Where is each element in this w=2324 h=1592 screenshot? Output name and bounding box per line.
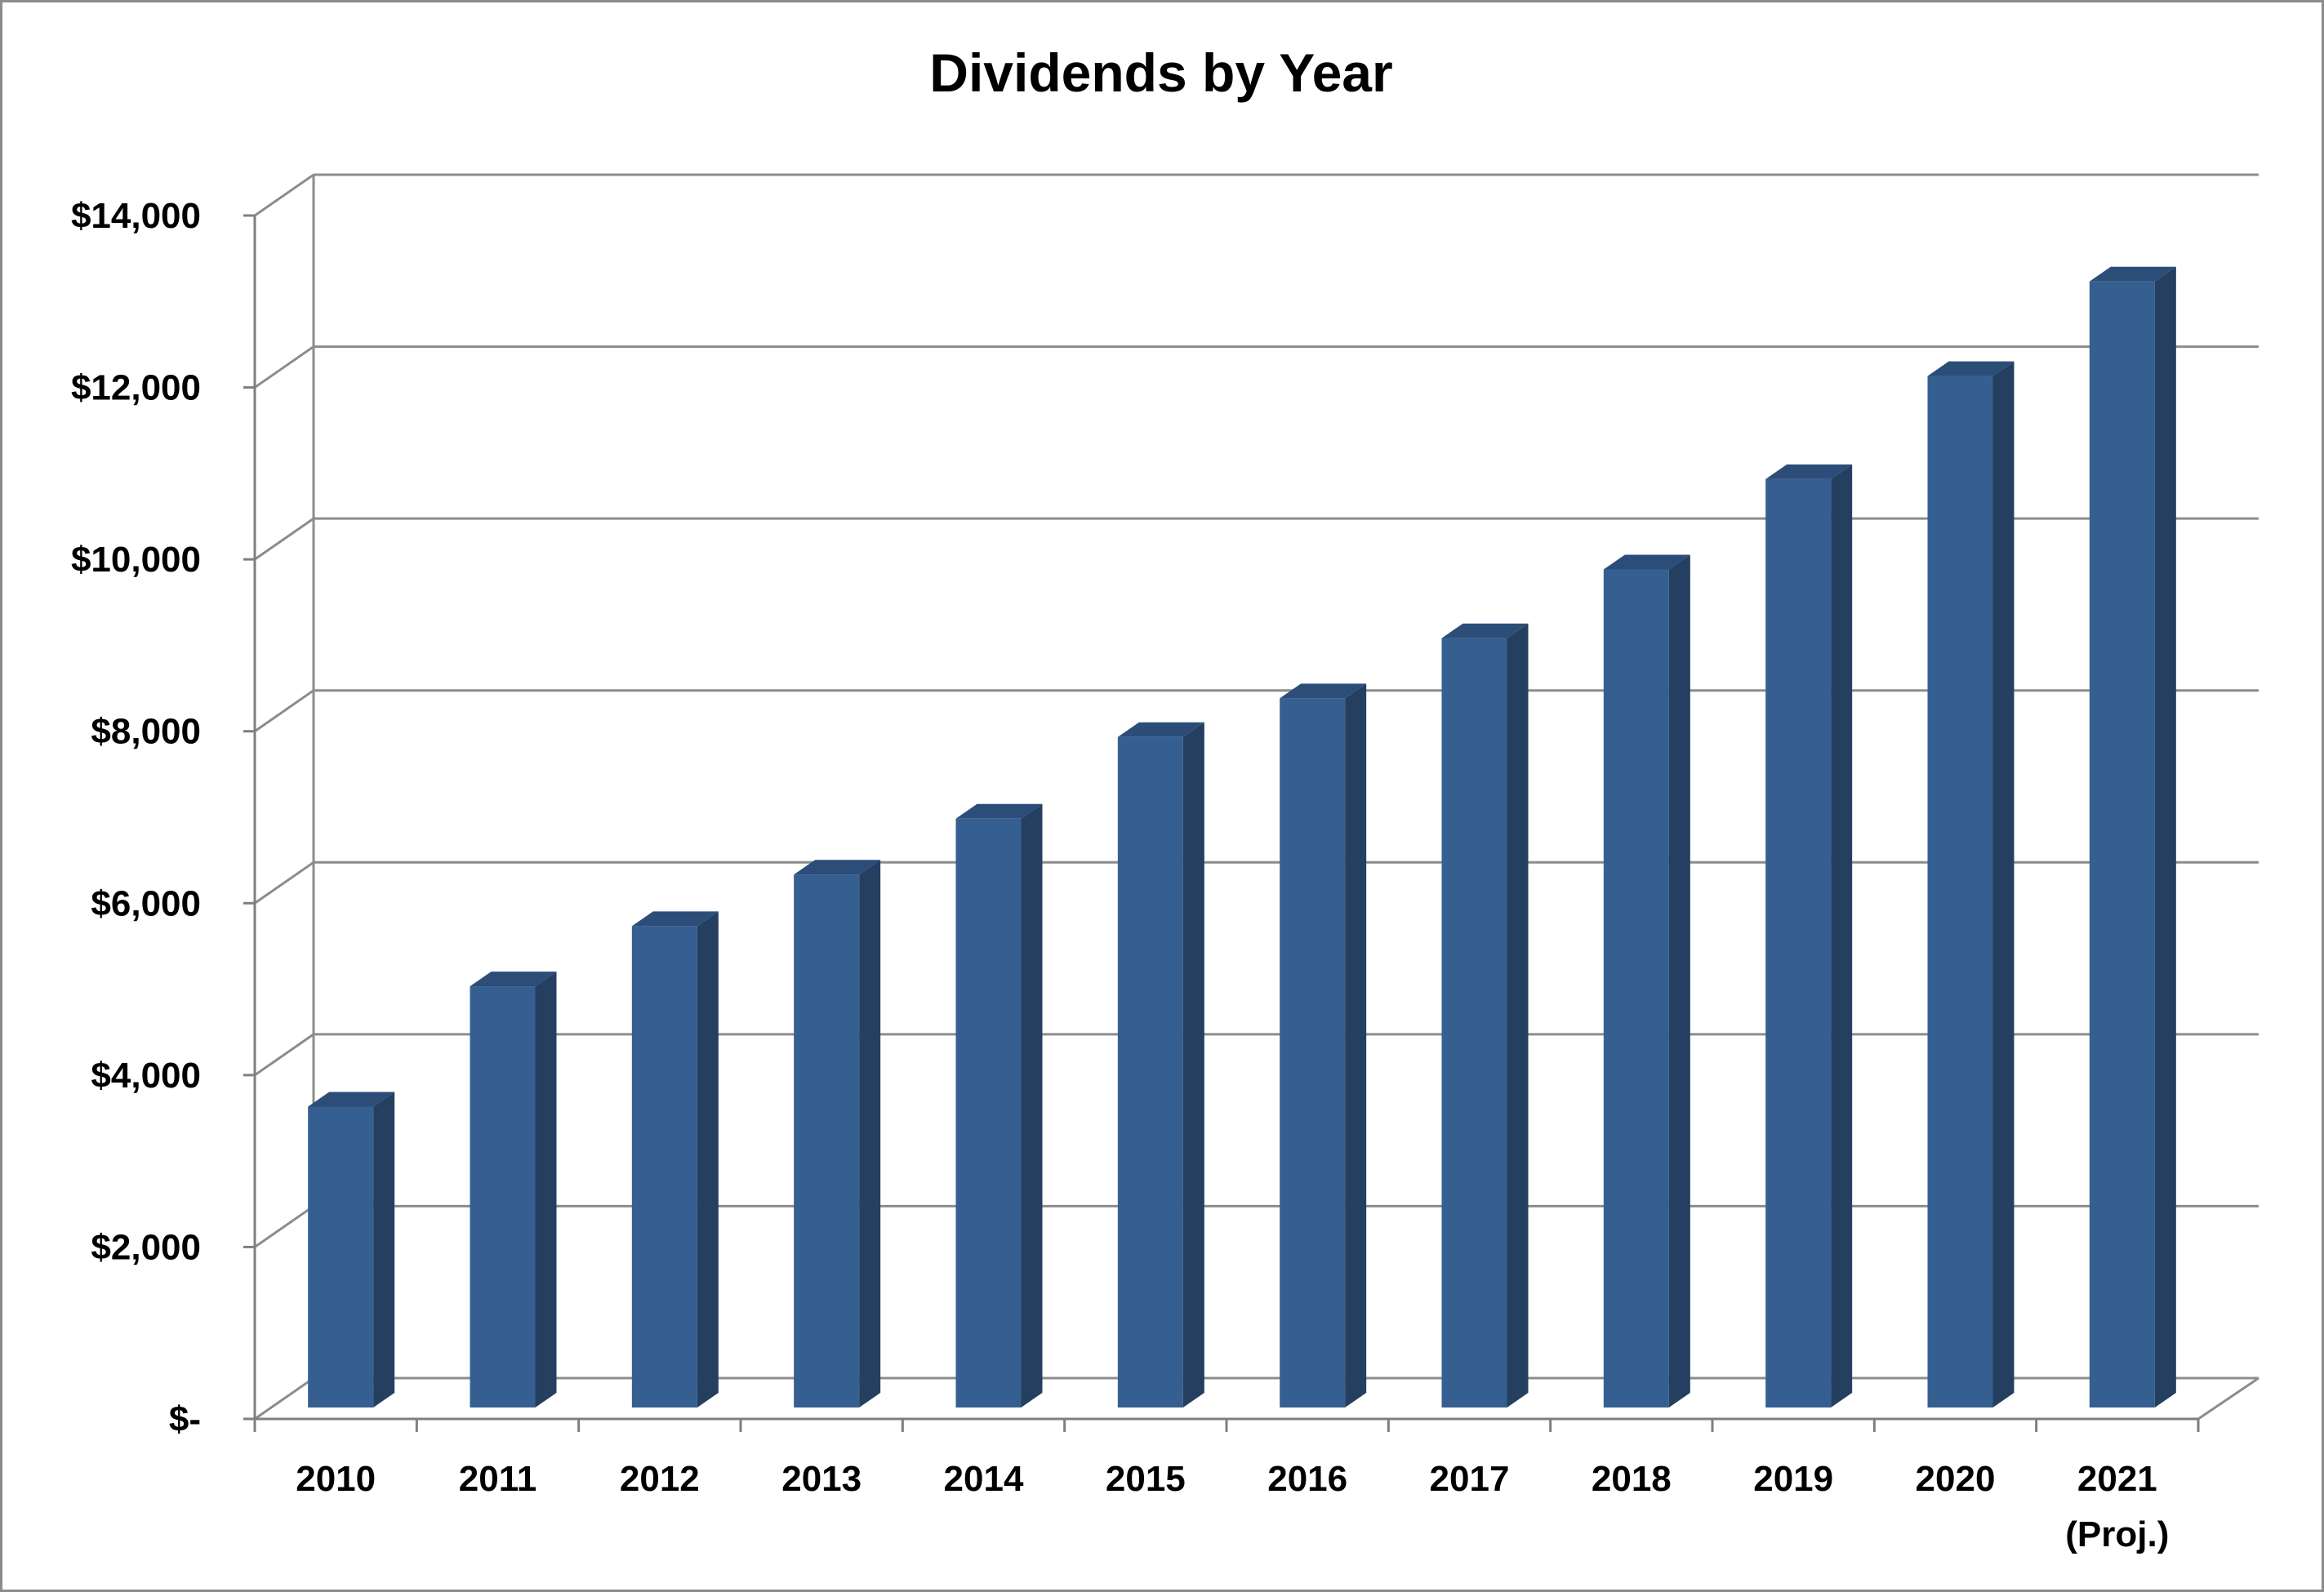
bar-front-2014 [955,818,1022,1407]
gridline-connector-10000 [254,517,314,561]
bar-2018 [1603,554,1690,1407]
x-tick-label: 2020 [1916,1459,1996,1499]
bar-front-2021 [2089,281,2155,1408]
x-tick-label: 2019 [1753,1459,1833,1499]
x-tick-label: 2015 [1106,1459,1186,1499]
bar-front-2016 [1280,698,1346,1407]
y-tick-label: $12,000 [71,368,201,408]
bar-side-2011 [535,972,557,1407]
x-tick-label: 2013 [781,1459,861,1499]
gridline-connector-0 [254,1376,314,1421]
x-tick-labels: 2010 2011 2012 2013 2014 2015 2016 2017 2018 2019… [296,1459,2169,1554]
x-tick-label: 2018 [1592,1459,1672,1499]
y-tick-label: $14,000 [71,196,201,236]
bar-side-2012 [697,911,719,1407]
floor-right-edge [2197,1376,2259,1421]
bar-front-2019 [1765,478,1832,1407]
bar-front-2011 [470,986,536,1407]
bar-side-2014 [1021,803,1043,1407]
bar-side-2010 [373,1092,395,1407]
bar-top-2016 [1280,683,1367,699]
bar-front-2015 [1117,736,1183,1407]
bar-top-2010 [308,1092,395,1107]
bar-top-2019 [1765,464,1853,479]
bar-top-2013 [794,860,881,875]
y-tick-label: $4,000 [91,1056,201,1096]
x-tick-label: 2012 [620,1459,700,1499]
bar-2017 [1441,623,1529,1407]
gridline-connector-2000 [254,1205,314,1248]
x-tick-label: 2017 [1430,1459,1510,1499]
bar-top-2011 [470,972,557,987]
bar-top-2015 [1117,722,1204,737]
gridline-connector-12000 [254,345,314,389]
bar-side-2016 [1345,683,1367,1407]
bar-2021 [2089,266,2176,1408]
x-tick-label: 2016 [1267,1459,1347,1499]
bar-front-2010 [308,1106,374,1407]
y-tick-labels: $- $2,000 $4,000 $6,000 $8,000 $10,000 $12,000… [71,196,201,1439]
bar-front-2020 [1927,376,1993,1408]
bar-side-2013 [859,860,881,1407]
x-tick-label: 2010 [296,1459,376,1499]
bar-top-2020 [1927,361,2015,376]
bar-2013 [794,860,881,1407]
bar-2015 [1117,722,1204,1407]
bar-2010 [308,1092,395,1407]
bar-top-2014 [955,803,1043,819]
gridline-connector-8000 [254,689,314,732]
y-tick-label: $- [169,1399,201,1439]
y-tick-label: $8,000 [91,712,201,752]
bar-side-2015 [1182,722,1204,1407]
bar-front-2013 [794,874,860,1407]
x-tick-label: 2021 [2077,1459,2157,1499]
gridline-connector-6000 [254,861,314,905]
x-tick-label: 2014 [944,1459,1024,1499]
y-tick-label: $6,000 [91,883,201,923]
bar-top-2018 [1603,554,1690,570]
x-tick-sublabel: (Proj.) [2065,1514,2169,1554]
bar-side-2021 [2154,266,2176,1408]
chart-title: Dividends by Year [929,42,1392,103]
bar-2014 [955,803,1043,1407]
bar-front-2017 [1441,638,1507,1407]
bar-2012 [631,911,719,1407]
bars [308,266,2176,1408]
bar-2011 [470,972,557,1407]
bar-top-2017 [1441,623,1529,638]
bar-side-2020 [1992,361,2015,1408]
bar-side-2018 [1668,554,1690,1407]
bar-front-2012 [631,926,697,1407]
bar-2016 [1280,683,1367,1407]
y-tick-label: $10,000 [71,540,201,580]
gridline-connector-4000 [254,1033,314,1077]
bar-top-2012 [631,911,719,927]
bar-front-2018 [1603,569,1669,1407]
bar-top-2021 [2089,266,2176,282]
bar-side-2019 [1831,464,1853,1407]
x-tick-label: 2011 [459,1459,536,1499]
bar-2019 [1765,464,1853,1407]
bar-side-2017 [1507,623,1529,1407]
bar-2020 [1927,361,2015,1408]
y-tick-label: $2,000 [91,1227,201,1267]
gridline-connector-14000 [254,173,314,217]
